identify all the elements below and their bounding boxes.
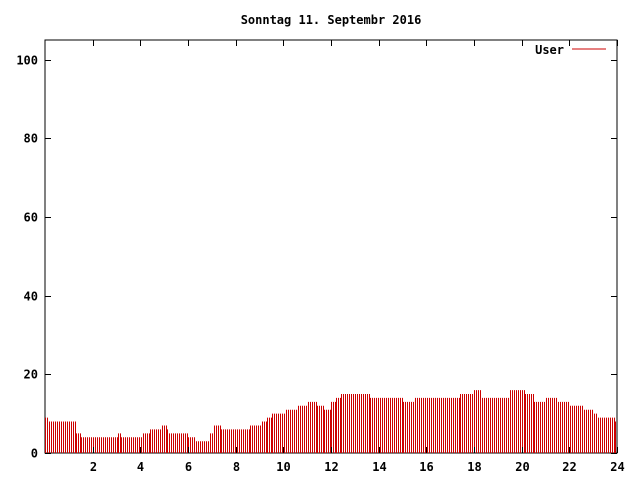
bar-segment (262, 421, 267, 453)
bar-segment (370, 397, 403, 453)
y-tick-label: 20 (24, 368, 38, 382)
bar-segment (317, 405, 324, 453)
legend: User (535, 43, 606, 57)
x-tick-label: 12 (324, 460, 338, 474)
bar-segment (221, 429, 250, 453)
bar-segment (403, 401, 414, 453)
bar-segment (150, 429, 161, 453)
bar-segment (482, 397, 509, 453)
bar-segment (415, 397, 460, 453)
bar-segment (210, 433, 213, 453)
bar-segment (162, 425, 167, 453)
bar-segment (250, 425, 261, 453)
x-tick-label: 4 (137, 460, 144, 474)
x-tick-label: 24 (610, 460, 624, 474)
bar-segment (76, 433, 81, 453)
bar-segment (214, 425, 221, 453)
x-tick-label: 14 (372, 460, 386, 474)
bar-segment (298, 405, 307, 453)
y-tick-label: 40 (24, 290, 38, 304)
bar-segment (341, 394, 370, 453)
y-axis: 0 20 40 60 80 100 (16, 54, 617, 461)
chart-title: Sonntag 11. Septembr 2016 (241, 13, 422, 27)
plot-frame (44, 39, 618, 454)
bar-segment (81, 437, 118, 453)
x-tick-label: 16 (419, 460, 433, 474)
bar-segment (49, 421, 76, 453)
bar-segment (510, 390, 525, 453)
bar-segment (546, 397, 557, 453)
bar-segment (324, 409, 331, 453)
bar-segment (308, 401, 317, 453)
bar-segment (143, 433, 150, 453)
y-tick-label: 60 (24, 211, 38, 225)
bar-series-user (45, 390, 616, 453)
legend-label-user: User (535, 43, 564, 57)
bar-segment (196, 441, 209, 453)
bar-segment (558, 401, 569, 453)
x-tick-label: 10 (276, 460, 290, 474)
bar-segment (584, 409, 593, 453)
y-tick-label: 0 (31, 447, 38, 461)
bar-segment (121, 437, 142, 453)
y-tick-label: 80 (24, 132, 38, 146)
bar-segment (598, 417, 615, 453)
bar-segment (534, 401, 545, 453)
bar-segment (331, 401, 336, 453)
x-tick-label: 6 (185, 460, 192, 474)
bar-segment (474, 390, 481, 453)
x-tick-label: 20 (515, 460, 529, 474)
bar-segment (188, 437, 195, 453)
bar-segment (336, 397, 341, 453)
bar-segment (594, 413, 597, 453)
bar-segment (118, 433, 121, 453)
bar-segment (570, 405, 583, 453)
x-axis: 2 4 6 8 10 12 14 16 18 20 22 24 (90, 40, 625, 474)
x-tick-label: 8 (233, 460, 240, 474)
bar-segment (267, 417, 272, 453)
x-tick-label: 18 (467, 460, 481, 474)
x-tick-label: 2 (90, 460, 97, 474)
bar-segment (286, 409, 297, 453)
bar-segment (45, 417, 48, 453)
bar-segment (460, 394, 473, 453)
x-tick-label: 22 (562, 460, 576, 474)
bar-segment (272, 413, 285, 453)
y-tick-label: 100 (16, 54, 38, 68)
bar-segment (525, 394, 534, 453)
bar-segment (169, 433, 188, 453)
